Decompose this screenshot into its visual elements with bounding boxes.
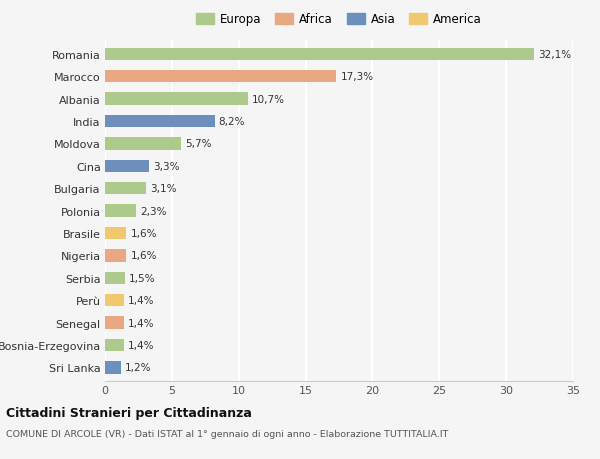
Text: 1,6%: 1,6% (130, 229, 157, 239)
Bar (105, 138, 181, 150)
Bar (105, 71, 337, 83)
Text: 1,4%: 1,4% (128, 340, 154, 350)
Text: 1,4%: 1,4% (128, 318, 154, 328)
Bar (105, 116, 215, 128)
Text: 17,3%: 17,3% (340, 72, 373, 82)
Bar (105, 49, 534, 61)
Text: 1,5%: 1,5% (129, 273, 155, 283)
Bar (105, 272, 125, 284)
Text: 2,3%: 2,3% (140, 206, 166, 216)
Text: 1,4%: 1,4% (128, 296, 154, 306)
Text: 32,1%: 32,1% (538, 50, 571, 60)
Bar (105, 339, 124, 351)
Text: 3,3%: 3,3% (153, 162, 179, 172)
Legend: Europa, Africa, Asia, America: Europa, Africa, Asia, America (194, 11, 484, 28)
Text: 1,2%: 1,2% (125, 363, 152, 373)
Text: 1,6%: 1,6% (130, 251, 157, 261)
Bar (105, 205, 136, 217)
Text: 3,1%: 3,1% (151, 184, 177, 194)
Text: 10,7%: 10,7% (252, 95, 285, 104)
Bar (105, 93, 248, 106)
Bar (105, 250, 127, 262)
Text: COMUNE DI ARCOLE (VR) - Dati ISTAT al 1° gennaio di ogni anno - Elaborazione TUT: COMUNE DI ARCOLE (VR) - Dati ISTAT al 1°… (6, 429, 448, 438)
Text: 5,7%: 5,7% (185, 139, 212, 149)
Bar (105, 183, 146, 195)
Text: Cittadini Stranieri per Cittadinanza: Cittadini Stranieri per Cittadinanza (6, 406, 252, 419)
Bar (105, 294, 124, 307)
Bar (105, 317, 124, 329)
Bar (105, 227, 127, 240)
Text: 8,2%: 8,2% (218, 117, 245, 127)
Bar (105, 160, 149, 173)
Bar (105, 361, 121, 374)
